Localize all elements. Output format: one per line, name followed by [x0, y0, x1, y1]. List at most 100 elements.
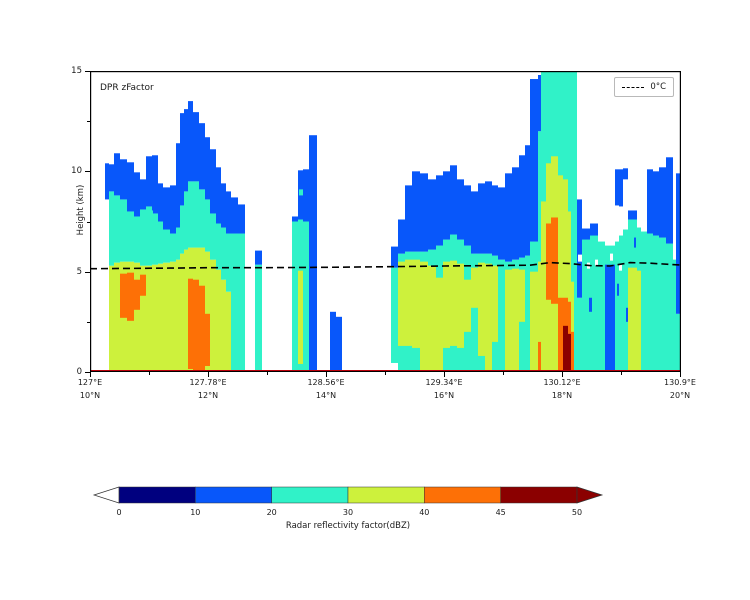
echo-band-segment — [512, 167, 519, 260]
echo-band-segment — [193, 181, 199, 248]
echo-band-segment — [398, 261, 405, 346]
echo-band-segment — [673, 259, 676, 372]
echo-band-segment — [551, 217, 558, 304]
echo-band-segment — [420, 173, 428, 252]
echo-band-segment — [292, 221, 298, 372]
echo-band-segment — [478, 262, 485, 356]
speckle — [589, 297, 592, 312]
x-major-tick — [326, 372, 328, 377]
echo-band-segment — [623, 229, 628, 372]
echo-band-segment — [590, 233, 598, 372]
echo-band-segment — [199, 189, 205, 248]
x-minor-tick — [385, 372, 387, 375]
echo-band-segment — [134, 262, 140, 372]
echo-band-segment — [146, 265, 152, 372]
x-tick-label: 128.56°E 14°N — [296, 376, 356, 402]
echo-band-segment — [120, 199, 127, 262]
colorbar-tick-label: 40 — [419, 508, 430, 517]
echo-band-segment — [568, 211, 571, 372]
echo-band-segment — [158, 221, 163, 264]
echo-band-segment — [152, 264, 158, 372]
y-major-tick — [85, 71, 90, 73]
echo-band-segment — [577, 199, 582, 298]
freezing-level-line — [90, 261, 681, 270]
dashed-line-sample — [622, 86, 645, 88]
echo-band-segment — [292, 216, 298, 222]
plot-area: DPR zFactor 0°C — [90, 71, 681, 372]
echo-band-segment — [619, 169, 623, 207]
echo-band-segment — [538, 261, 541, 372]
y-major-tick — [85, 271, 90, 273]
echo-band-segment — [428, 179, 436, 250]
colorbar-segment — [118, 486, 196, 504]
echo-band-segment — [647, 233, 653, 372]
echo-band-segment — [127, 272, 134, 321]
x-tick-label: 127°E 10°N — [60, 376, 120, 402]
echo-band-segment — [303, 169, 309, 222]
echo-band-segment — [180, 113, 184, 206]
x-tick-longitude: 130.12°E — [543, 378, 581, 387]
echo-band-segment — [577, 297, 582, 372]
x-major-tick — [680, 372, 682, 377]
echo-band-segment — [205, 199, 210, 252]
y-tick-label: 0 — [76, 367, 82, 377]
echo-band-segment — [623, 168, 628, 180]
colorbar-extend-arrow — [92, 486, 120, 504]
x-tick-longitude: 127°E — [77, 378, 103, 387]
echo-band-segment — [637, 270, 641, 372]
echo-band-segment — [336, 316, 342, 372]
echo-band-segment — [571, 331, 574, 370]
echo-band-segment — [114, 195, 120, 263]
echo-band-segment — [330, 311, 336, 372]
echo-band-segment — [498, 187, 505, 260]
echo-band-segment — [184, 109, 188, 192]
echo-band-segment — [574, 71, 577, 372]
echo-band-segment — [140, 179, 146, 210]
x-tick-label: 130.12°E 18°N — [532, 376, 592, 402]
echo-band-segment — [450, 165, 457, 235]
echo-band-segment — [231, 233, 238, 372]
echo-band-segment — [615, 169, 619, 206]
speckle — [619, 264, 622, 271]
echo-band-segment — [188, 278, 193, 369]
echo-band-segment — [563, 179, 568, 372]
x-major-tick — [90, 372, 92, 377]
echo-band-segment — [471, 267, 478, 308]
echo-band-segment — [443, 261, 450, 348]
echo-band-segment — [205, 313, 210, 366]
echo-band-segment — [464, 279, 471, 332]
colorbar-segment — [271, 486, 349, 504]
x-tick-latitude: 16°N — [433, 391, 455, 400]
colorbar-tick-label: 50 — [571, 508, 583, 517]
echo-band-segment — [615, 241, 619, 372]
x-minor-tick — [621, 372, 623, 375]
echo-band-segment — [309, 135, 317, 372]
x-tick-latitude: 10°N — [79, 391, 101, 400]
echo-band-segment — [255, 264, 262, 372]
echo-band-segment — [163, 262, 170, 372]
echo-band-segment — [140, 209, 146, 266]
echo-band-segment — [193, 112, 199, 182]
reflectivity-cross-section-plot — [90, 71, 681, 372]
x-minor-tick — [503, 372, 505, 375]
echo-band-segment — [170, 185, 176, 234]
echo-band-segment — [558, 297, 563, 371]
echo-band-segment — [120, 159, 127, 200]
echo-band-segment — [443, 171, 450, 240]
x-tick-latitude: 12°N — [197, 391, 219, 400]
echo-band-segment — [221, 183, 226, 228]
colorbar-tick-label: 30 — [342, 508, 354, 517]
x-tick-label: 129.34°E 16°N — [414, 376, 474, 402]
echo-band-segment — [163, 187, 170, 230]
echo-band-segment — [412, 259, 420, 348]
y-axis-label: Height (km) — [76, 184, 86, 236]
x-tick-latitude: 20°N — [669, 391, 691, 400]
echo-band-segment — [180, 253, 184, 372]
echo-band-segment — [199, 123, 205, 190]
echo-band-segment — [109, 191, 114, 266]
y-major-tick — [85, 171, 90, 173]
echo-band-segment — [471, 191, 478, 254]
echo-band-segment — [184, 191, 188, 250]
colorbar-segment — [500, 486, 578, 504]
